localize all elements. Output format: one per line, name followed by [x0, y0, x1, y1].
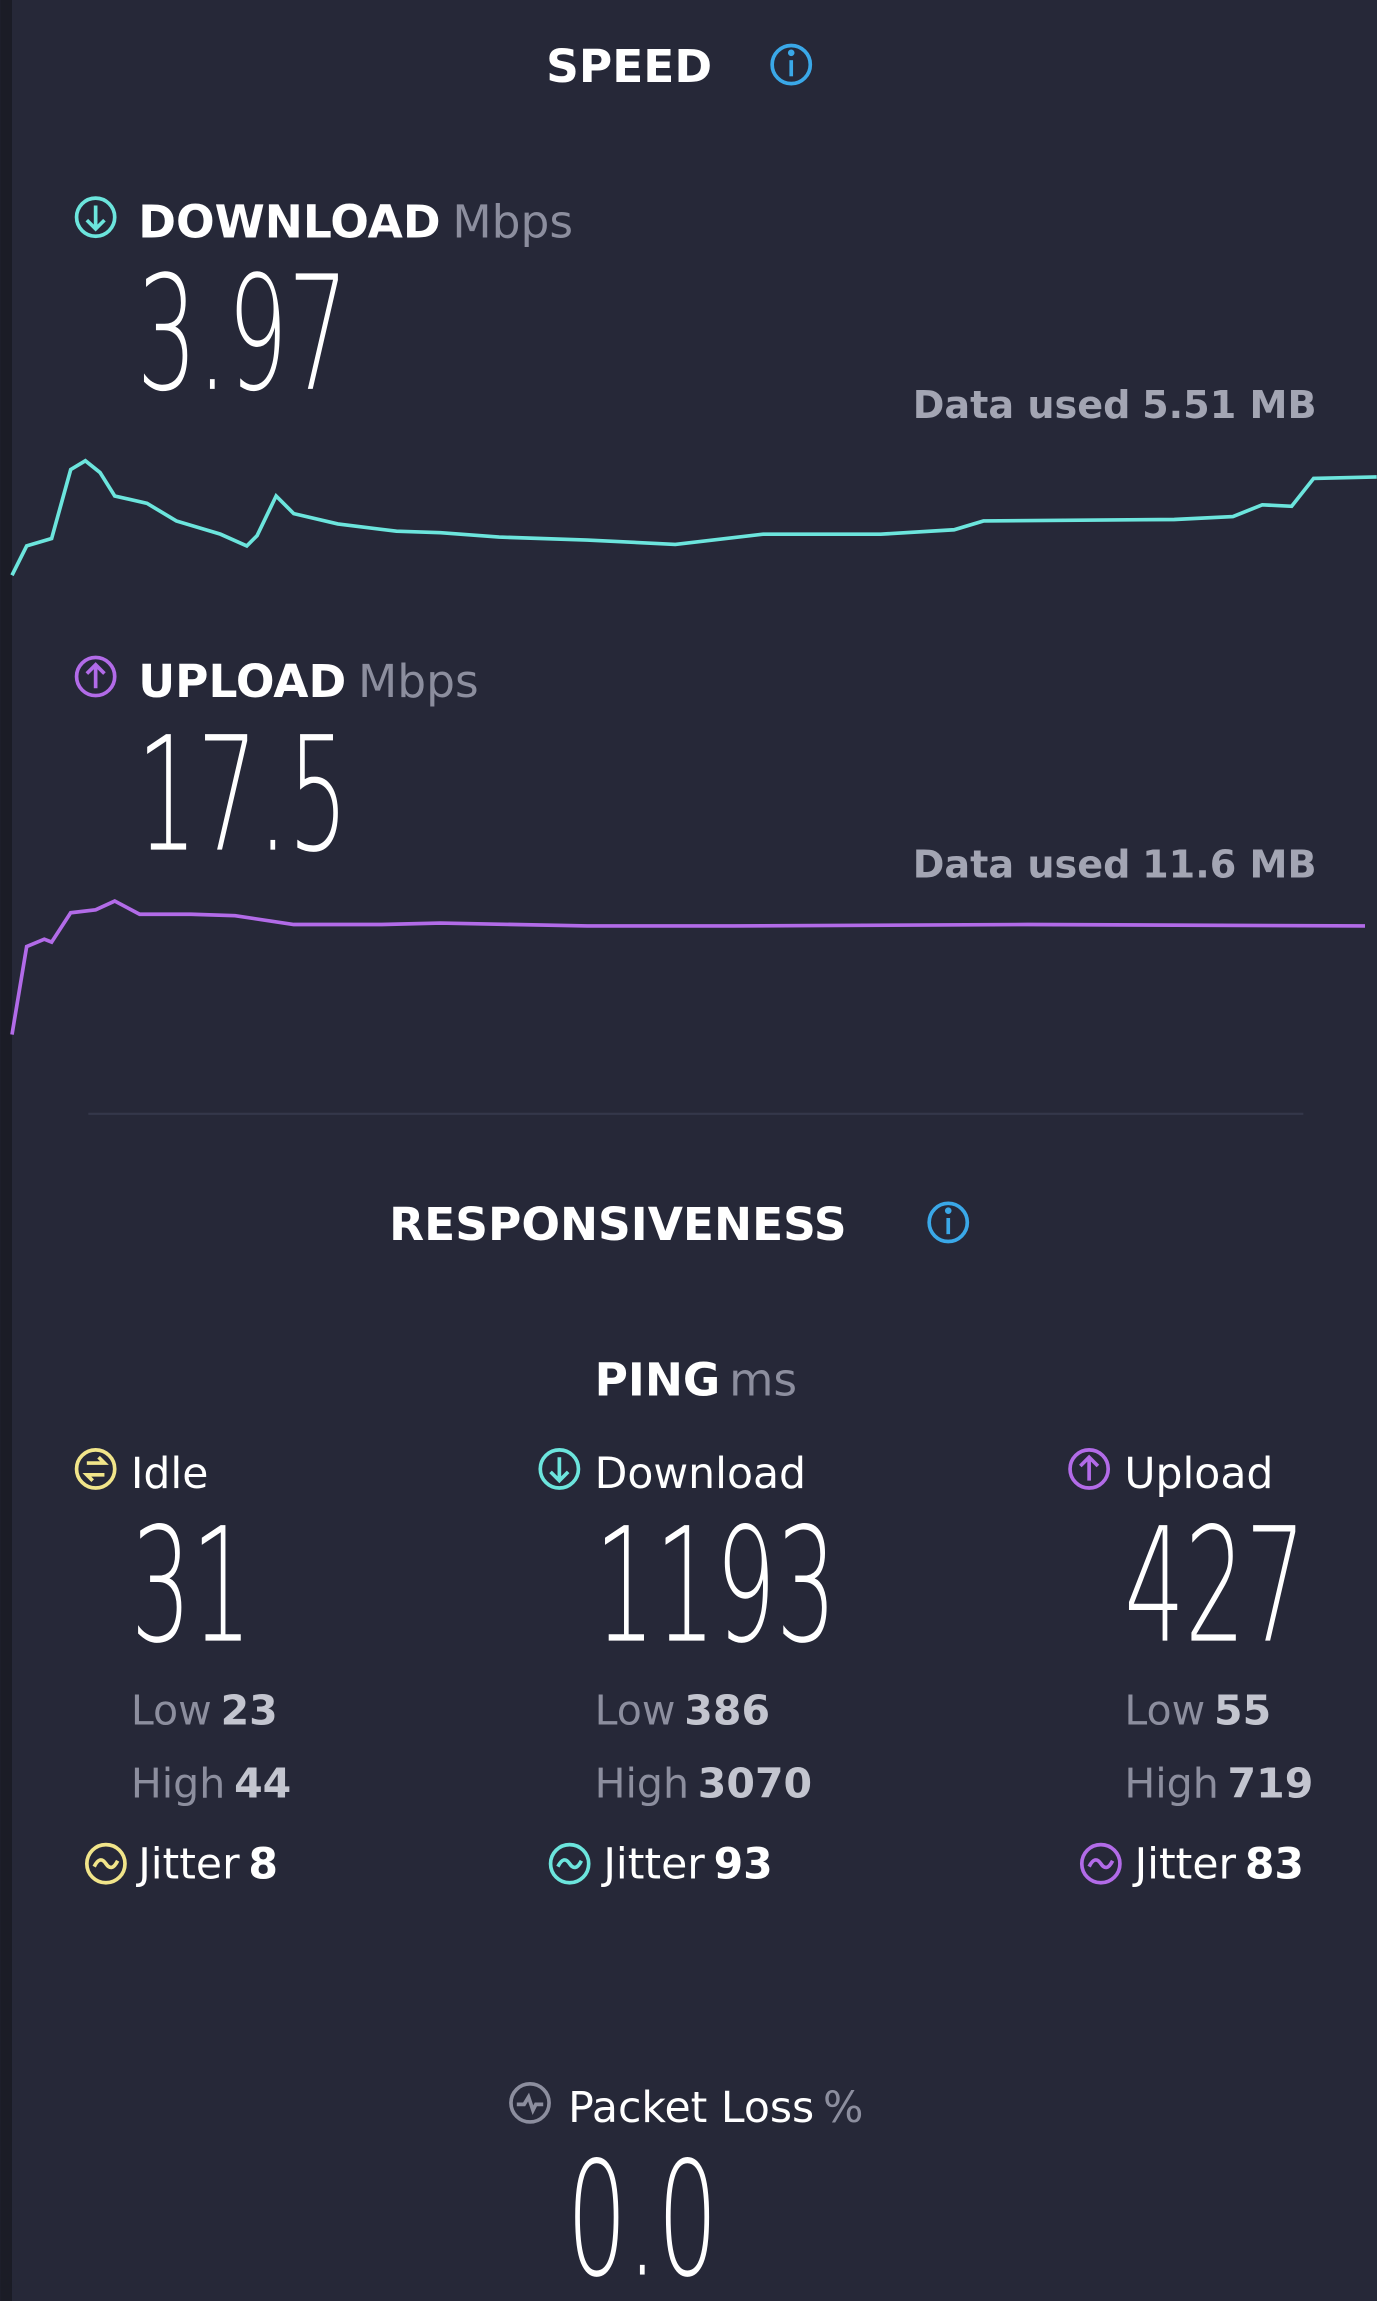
jitter-label: Jitter [135, 1840, 240, 1889]
upload-unit: Mbps [358, 655, 479, 708]
data-used-label: Data used [913, 383, 1131, 427]
packet-loss-value: 0.0 [567, 2128, 718, 2301]
download-value: 3.97 [137, 242, 349, 426]
ping-high: High 719 [1124, 1760, 1313, 1808]
low-label: Low [595, 1686, 676, 1734]
download-unit: Mbps [452, 196, 573, 249]
ping-idle-label: Idle [131, 1450, 209, 1499]
low-value: 23 [221, 1686, 278, 1734]
packet-loss-unit: % [823, 2084, 863, 2133]
ping-label: PING [595, 1354, 721, 1407]
data-used-value: 11.6 MB [1142, 843, 1316, 887]
jitter-value: 93 [714, 1840, 773, 1889]
upload-value: 17.5 [137, 703, 349, 887]
high-value: 719 [1228, 1760, 1314, 1808]
jitter-value: 8 [248, 1840, 278, 1889]
download-graph [10, 458, 1377, 577]
upload-data-used: Data used 11.6 MB [913, 843, 1317, 887]
info-icon[interactable] [927, 1201, 970, 1244]
jitter-icon [85, 1842, 127, 1885]
upload-icon [1068, 1448, 1111, 1490]
ping-low: Low 23 [131, 1686, 278, 1734]
download-icon [74, 196, 117, 239]
jitter-label: Jitter [1132, 1840, 1237, 1889]
high-value: 44 [234, 1760, 291, 1808]
upload-label: UPLOAD [138, 655, 346, 708]
ping-upload-label: Upload [1124, 1450, 1273, 1499]
left-edge [0, 0, 12, 2301]
idle-icon [74, 1448, 117, 1490]
data-used-label: Data used [913, 843, 1131, 887]
upload-icon [74, 655, 117, 698]
ping-idle-value: 31 [131, 1494, 252, 1678]
ping-download-label: Download [595, 1450, 807, 1499]
low-label: Low [131, 1686, 212, 1734]
ping-jitter: Jitter 8 [135, 1840, 278, 1889]
low-value: 55 [1214, 1686, 1271, 1734]
low-value: 386 [684, 1686, 770, 1734]
ping-heading: PING ms [595, 1354, 797, 1407]
download-data-used: Data used 5.51 MB [913, 383, 1317, 427]
upload-heading: UPLOAD Mbps [138, 655, 478, 708]
low-label: Low [1124, 1686, 1205, 1734]
ping-unit: ms [729, 1354, 797, 1407]
upload-graph [10, 898, 1366, 1035]
packet-loss-icon [509, 2081, 551, 2124]
ping-low: Low 55 [1124, 1686, 1271, 1734]
jitter-label: Jitter [600, 1840, 705, 1889]
download-heading: DOWNLOAD Mbps [138, 196, 573, 249]
ping-low: Low 386 [595, 1686, 770, 1734]
jitter-icon [1079, 1842, 1122, 1885]
high-label: High [595, 1760, 689, 1808]
high-label: High [131, 1760, 225, 1808]
ping-upload-value: 427 [1124, 1494, 1306, 1678]
ping-high: High 3070 [595, 1760, 813, 1808]
packet-loss-label: Packet Loss [568, 2084, 814, 2133]
high-label: High [1124, 1760, 1218, 1808]
ping-download-value: 1193 [595, 1494, 837, 1678]
jitter-icon [548, 1842, 591, 1885]
download-label: DOWNLOAD [138, 196, 440, 249]
speed-title: SPEED [546, 40, 712, 93]
responsiveness-title: RESPONSIVENESS [389, 1198, 847, 1251]
ping-high: High 44 [131, 1760, 291, 1808]
packet-loss-heading: Packet Loss% [568, 2084, 863, 2133]
high-value: 3070 [698, 1760, 812, 1808]
ping-jitter: Jitter 93 [600, 1840, 772, 1889]
data-used-value: 5.51 MB [1142, 383, 1316, 427]
jitter-value: 83 [1245, 1840, 1304, 1889]
info-icon[interactable] [770, 43, 813, 86]
download-icon [538, 1448, 581, 1490]
ping-jitter: Jitter 83 [1132, 1840, 1304, 1889]
